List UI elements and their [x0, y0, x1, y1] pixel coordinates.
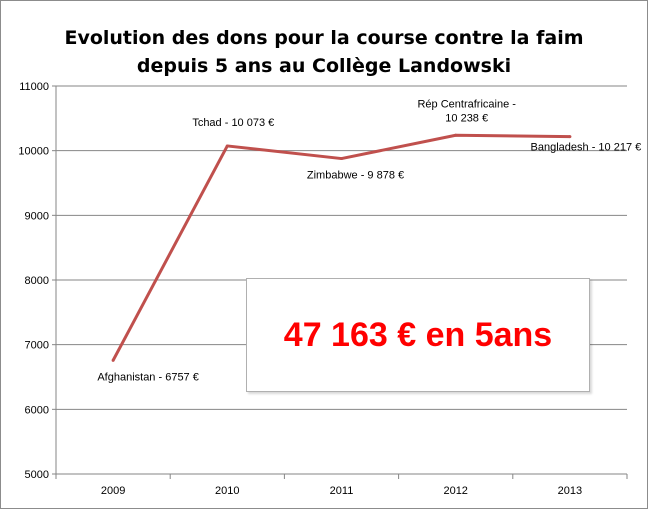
y-tick-label-11000: 11000	[19, 81, 49, 93]
data-label-line: 10 238 €	[445, 112, 488, 124]
y-tick-label-6000: 6000	[25, 404, 49, 416]
data-label-2010: Tchad - 10 073 €	[192, 117, 274, 129]
total-callout-box: 47 163 € en 5ans	[246, 278, 590, 392]
data-point-2012	[454, 133, 458, 137]
data-label-2009: Afghanistan - 6757 €	[97, 371, 199, 383]
y-tick-label-9000: 9000	[25, 210, 49, 222]
x-tick-label-2011: 2011	[330, 485, 354, 497]
chart-title-line-2: depuis 5 ans au Collège Landowski	[136, 55, 512, 77]
y-tick-label-10000: 10000	[18, 146, 49, 158]
data-label-2011: Zimbabwe - 9 878 €	[307, 170, 404, 182]
data-point-2009	[111, 358, 115, 362]
data-point-2010	[225, 144, 229, 148]
data-label-2012: Rép Centrafricaine - 10 238 €	[417, 98, 516, 124]
data-label-line: Rép Centrafricaine -	[417, 98, 516, 110]
y-tick-label-7000: 7000	[25, 340, 49, 352]
data-label-line: Afghanistan - 6757 €	[97, 371, 199, 383]
data-point-2011	[340, 157, 343, 161]
data-label-line: Zimbabwe - 9 878 €	[307, 170, 404, 182]
data-point-2013	[568, 135, 572, 139]
chart-title: Evolution des dons pour la course contre…	[0, 24, 648, 80]
data-label-line: Bangladesh - 10 217 €	[531, 142, 642, 154]
x-tick-label-2013: 2013	[558, 485, 582, 497]
x-tick-label-2009: 2009	[101, 485, 125, 497]
y-tick-label-5000: 5000	[25, 469, 49, 481]
y-tick-label-8000: 8000	[25, 275, 49, 287]
x-tick-label-2010: 2010	[215, 485, 239, 497]
data-label-2013: Bangladesh - 10 217 €	[531, 142, 642, 154]
chart-title-line-1: Evolution des dons pour la course contre…	[64, 27, 584, 49]
x-tick-label-2012: 2012	[443, 485, 467, 497]
total-callout-text: 47 163 € en 5ans	[283, 315, 553, 354]
data-label-line: Tchad - 10 073 €	[192, 117, 274, 129]
